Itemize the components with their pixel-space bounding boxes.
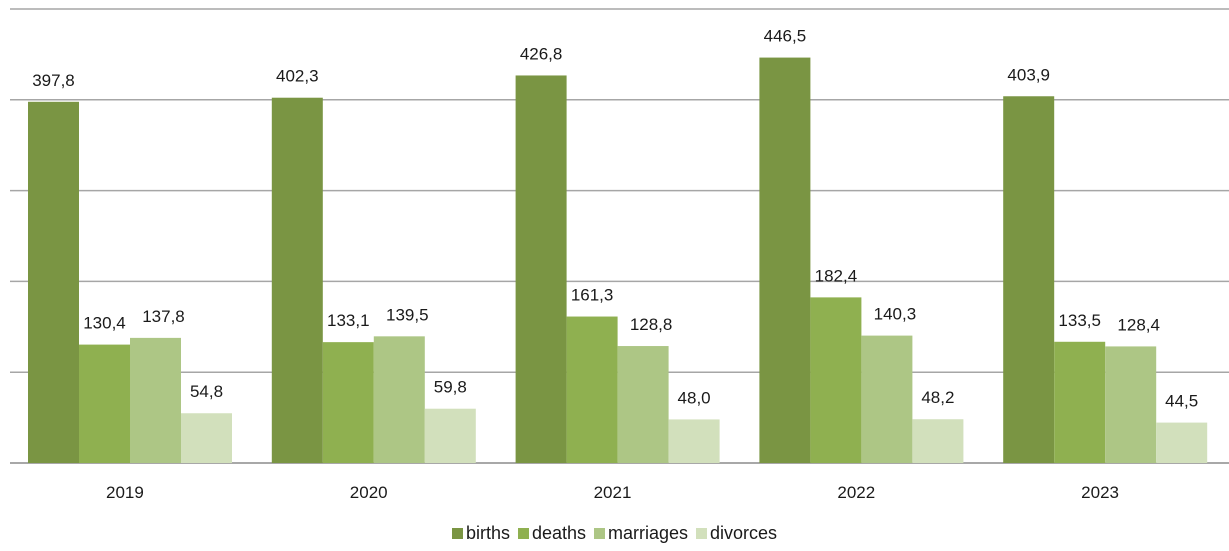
x-tick-label: 2022 [837,483,875,502]
bar-births-2022 [759,57,811,463]
bar-divorces-2022 [912,419,964,463]
legend-item: births [451,523,510,544]
data-label: 48,0 [678,388,711,407]
bar-marriages-2021 [617,346,669,463]
legend-swatch [594,528,605,539]
bar-divorces-2021 [668,419,720,463]
bar-deaths-2021 [566,316,618,463]
legend-item: marriages [594,523,688,544]
data-label: 161,3 [571,286,614,305]
data-label: 139,5 [386,305,429,324]
data-label: 403,9 [1007,65,1050,84]
data-label: 397,8 [32,71,75,90]
data-label: 133,5 [1058,311,1101,330]
data-label: 446,5 [764,27,807,46]
bar-deaths-2019 [79,344,130,463]
bar-births-2019 [28,101,79,463]
legend-label: deaths [531,523,586,543]
data-label: 402,3 [276,67,319,86]
x-tick-label: 2021 [594,483,632,502]
bar-marriages-2020 [373,336,425,463]
bar-marriages-2019 [130,337,181,463]
legend-label: births [465,523,510,543]
bar-marriages-2023 [1105,346,1157,463]
legend-item: divorces [696,523,777,544]
bar-divorces-2023 [1156,422,1208,463]
data-label: 133,1 [327,311,370,330]
data-label: 140,3 [874,305,917,324]
data-label: 137,8 [142,307,185,326]
data-label: 59,8 [434,378,467,397]
bar-births-2020 [271,97,323,463]
bar-marriages-2022 [861,335,913,463]
data-label: 128,4 [1117,315,1160,334]
bar-divorces-2020 [424,408,476,463]
x-tick-label: 2023 [1081,483,1119,502]
data-label: 54,8 [190,382,223,401]
bar-deaths-2022 [810,297,862,463]
data-label: 128,8 [630,315,673,334]
data-label: 182,4 [815,266,858,285]
bar-deaths-2023 [1054,341,1106,463]
data-label: 130,4 [83,314,126,333]
bar-births-2021 [515,75,567,463]
legend: births deaths marriages divorces [0,523,1229,544]
bar-chart: 397,8 130,4 137,8 54,8 2019 402,3 133,1 139,5 59… [10,8,1229,502]
data-label: 44,5 [1165,392,1198,411]
legend-label: marriages [608,523,689,543]
data-label: 48,2 [921,388,954,407]
legend-item: deaths [517,523,586,544]
bar-deaths-2020 [322,342,374,463]
data-label: 426,8 [520,44,563,63]
legend-label: divorces [710,523,778,543]
legend-swatch [451,528,463,539]
x-tick-label: 2020 [350,483,388,502]
bar-divorces-2019 [181,413,232,463]
legend-swatch [517,528,529,539]
bar-births-2023 [1003,96,1055,464]
legend-swatch [696,528,708,539]
x-tick-label: 2019 [106,483,144,502]
